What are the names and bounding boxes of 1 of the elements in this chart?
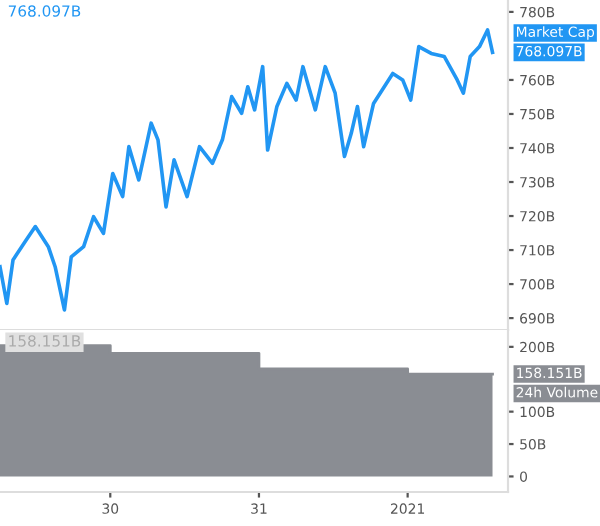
- line-series: [0, 28, 495, 312]
